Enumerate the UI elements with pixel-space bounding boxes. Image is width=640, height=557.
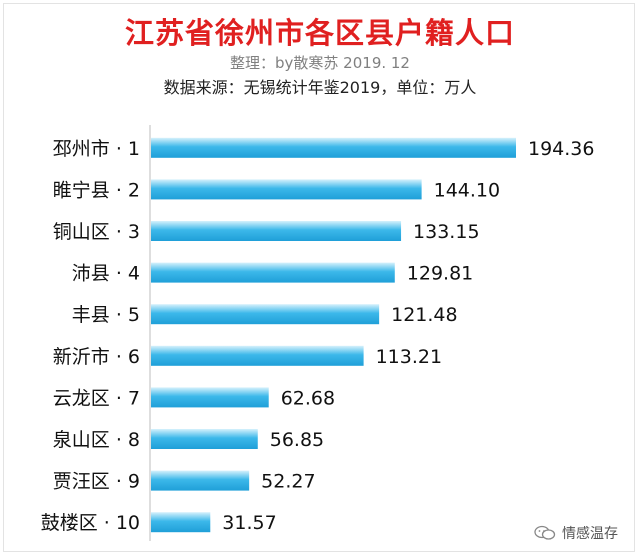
category-label: 新沂市 · 6 (53, 346, 140, 368)
category-label: 鼓楼区 · 10 (41, 512, 140, 534)
bar (151, 137, 516, 158)
category-label: 泉山区 · 8 (53, 429, 140, 451)
bar (151, 262, 395, 283)
watermark-text: 情感温存 (562, 526, 618, 542)
chart-source-note: 数据来源：无锡统计年鉴2019，单位：万人 (163, 78, 477, 97)
value-label: 129.81 (407, 263, 473, 285)
chart-frame (3, 3, 635, 552)
watermark: 情感温存 (534, 523, 618, 543)
value-label: 121.48 (391, 304, 457, 326)
value-label: 194.36 (528, 138, 594, 160)
bar (151, 179, 422, 200)
value-label: 52.27 (261, 471, 315, 493)
bar (151, 429, 258, 449)
category-label: 睢宁县 · 2 (53, 179, 140, 201)
chart-title: 江苏省徐州市各区县户籍人口 (124, 16, 515, 50)
value-label: 144.10 (434, 179, 500, 201)
chart-subtitle: 整理：by散寒苏 2019. 12 (230, 54, 410, 72)
category-label: 贾汪区 · 9 (53, 471, 140, 493)
category-label: 云龙区 · 7 (53, 387, 140, 409)
category-label: 铜山区 · 3 (53, 221, 140, 243)
bar (151, 221, 402, 241)
bar (151, 387, 269, 408)
bar (151, 512, 211, 533)
value-label: 133.15 (413, 221, 479, 243)
category-label: 丰县 · 5 (72, 304, 140, 326)
value-label: 62.68 (281, 387, 335, 409)
bar (151, 470, 250, 491)
value-label: 31.57 (222, 512, 276, 534)
category-label: 沛县 · 4 (72, 263, 140, 285)
wechat-icon (534, 525, 556, 540)
bar (151, 345, 364, 366)
value-label: 56.85 (270, 429, 324, 451)
value-label: 113.21 (376, 346, 442, 368)
bar (151, 304, 380, 325)
category-label: 邳州市 · 1 (53, 138, 140, 160)
